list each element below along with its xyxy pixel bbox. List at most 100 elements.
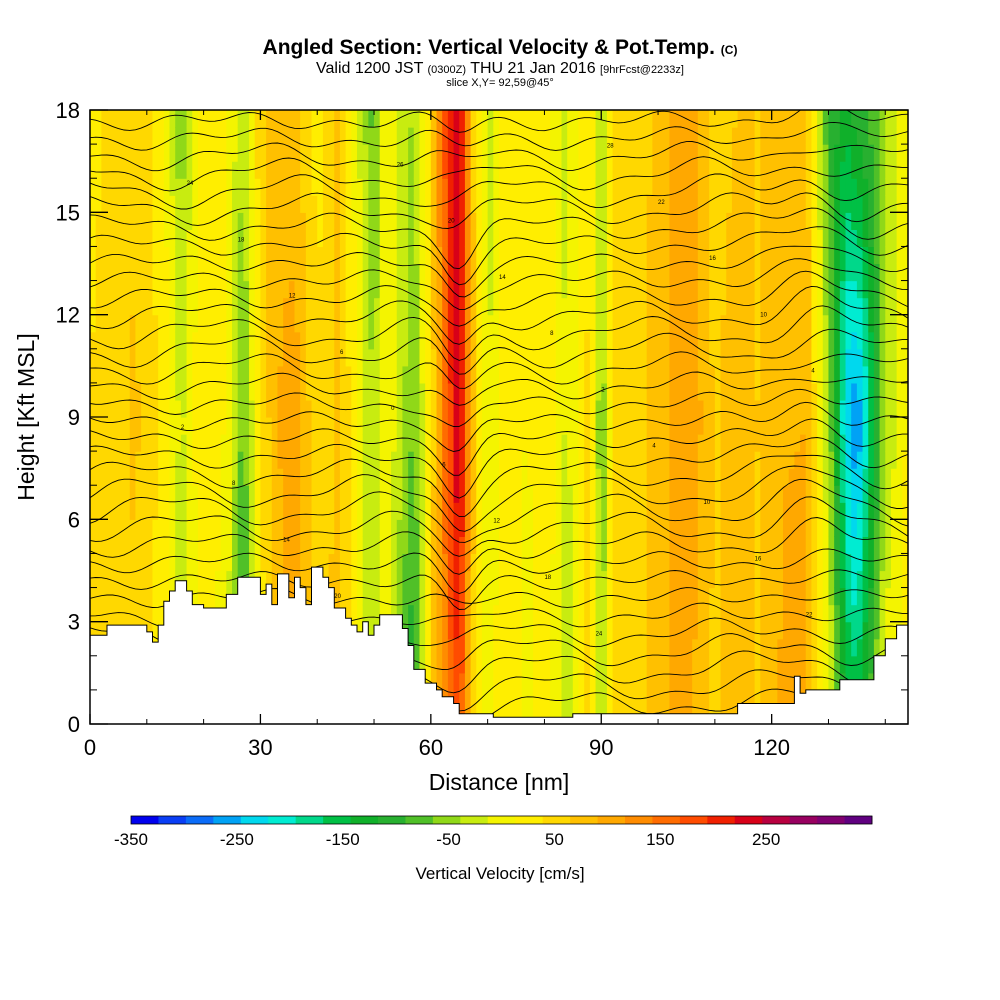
- field-cell: [714, 195, 722, 213]
- field-cell: [487, 331, 494, 350]
- field-cell: [589, 451, 597, 469]
- field-cell: [95, 178, 102, 196]
- field-cell: [652, 365, 659, 384]
- field-cell: [856, 638, 864, 657]
- field-cell: [237, 263, 244, 282]
- field-cell: [254, 417, 262, 435]
- field-cell: [453, 212, 460, 230]
- field-cell: [430, 178, 438, 196]
- field-cell: [413, 434, 421, 452]
- field-cell: [703, 655, 710, 674]
- field-cell: [720, 195, 727, 213]
- field-cell: [822, 280, 830, 299]
- field-cell: [561, 144, 568, 162]
- field-cell: [845, 468, 852, 486]
- field-cell: [788, 110, 795, 128]
- field-cell: [521, 229, 529, 248]
- field-cell: [447, 246, 455, 265]
- field-cell: [379, 110, 386, 128]
- field-cell: [606, 689, 614, 708]
- field-cell: [214, 519, 222, 537]
- field-cell: [107, 434, 114, 452]
- field-cell: [845, 314, 852, 333]
- field-cell: [339, 280, 347, 299]
- field-cell: [652, 399, 659, 418]
- field-cell: [703, 689, 710, 708]
- field-cell: [794, 485, 801, 503]
- field-cell: [481, 382, 489, 401]
- field-cell: [714, 468, 722, 486]
- field-cell: [726, 689, 733, 708]
- field-cell: [118, 485, 125, 503]
- field-cell: [822, 229, 830, 248]
- field-cell: [476, 638, 483, 657]
- field-cell: [95, 161, 102, 179]
- field-cell: [362, 536, 369, 555]
- field-cell: [476, 655, 483, 674]
- field-cell: [686, 297, 693, 316]
- field-cell: [430, 672, 438, 691]
- field-cell: [692, 195, 699, 213]
- field-cell: [771, 689, 778, 708]
- field-cell: [572, 280, 580, 299]
- field-cell: [442, 519, 449, 537]
- field-cell: [817, 331, 824, 350]
- field-cell: [129, 553, 137, 572]
- field-cell: [300, 417, 307, 435]
- field-cell: [499, 382, 506, 401]
- field-cell: [726, 553, 733, 572]
- field-cell: [396, 536, 404, 555]
- field-cell: [777, 314, 784, 333]
- field-cell: [589, 314, 597, 333]
- field-cell: [135, 553, 142, 572]
- field-cell: [322, 280, 330, 299]
- field-cell: [680, 263, 688, 282]
- field-cell: [300, 263, 307, 282]
- field-cell: [470, 314, 477, 333]
- field-cell: [396, 485, 404, 503]
- field-cell: [300, 297, 307, 316]
- field-cell: [311, 536, 318, 555]
- field-cell: [720, 161, 727, 179]
- field-cell: [686, 502, 693, 520]
- field-cell: [402, 553, 409, 572]
- field-cell: [709, 587, 716, 606]
- field-cell: [737, 672, 744, 691]
- field-cell: [709, 382, 716, 401]
- field-cell: [470, 638, 477, 657]
- field-cell: [453, 417, 460, 435]
- field-cell: [459, 110, 466, 128]
- field-cell: [822, 502, 830, 520]
- field-cell: [606, 553, 614, 572]
- field-cell: [504, 570, 511, 589]
- field-cell: [800, 417, 807, 435]
- field-cell: [362, 110, 369, 128]
- field-cell: [180, 348, 188, 367]
- field-cell: [845, 195, 852, 213]
- field-cell: [442, 451, 449, 469]
- field-cell: [703, 399, 710, 418]
- field-cell: [817, 161, 824, 179]
- field-cell: [777, 365, 784, 384]
- field-cell: [419, 553, 426, 572]
- field-cell: [163, 587, 171, 606]
- field-cell: [379, 280, 386, 299]
- field-cell: [726, 229, 733, 248]
- field-cell: [839, 127, 847, 145]
- field-cell: [658, 314, 665, 333]
- field-cell: [856, 263, 864, 282]
- field-cell: [214, 263, 222, 282]
- field-cell: [658, 178, 665, 196]
- field-cell: [266, 263, 273, 282]
- field-cell: [510, 365, 517, 384]
- field-cell: [504, 502, 511, 520]
- field-cell: [748, 348, 756, 367]
- field-cell: [618, 485, 625, 503]
- field-cell: [567, 536, 574, 555]
- field-cell: [146, 280, 154, 299]
- field-cell: [163, 434, 171, 452]
- field-cell: [726, 451, 733, 469]
- field-cell: [487, 689, 494, 708]
- field-cell: [118, 229, 125, 248]
- field-cell: [481, 519, 489, 537]
